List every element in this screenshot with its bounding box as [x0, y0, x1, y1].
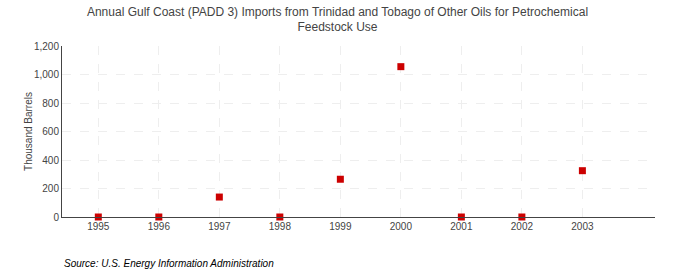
svg-text:1999: 1999: [329, 221, 352, 232]
svg-text:1997: 1997: [208, 221, 231, 232]
svg-text:2003: 2003: [571, 221, 594, 232]
svg-text:600: 600: [42, 126, 59, 137]
svg-text:2001: 2001: [450, 221, 473, 232]
svg-text:800: 800: [42, 98, 59, 109]
svg-text:2002: 2002: [511, 221, 534, 232]
svg-text:1998: 1998: [269, 221, 292, 232]
svg-text:1,000: 1,000: [34, 69, 59, 80]
svg-text:1,200: 1,200: [34, 41, 59, 52]
svg-text:200: 200: [42, 183, 59, 194]
svg-text:Source: U.S. Energy Informatio: Source: U.S. Energy Information Administ…: [64, 258, 274, 269]
svg-text:1995: 1995: [87, 221, 110, 232]
svg-text:2000: 2000: [390, 221, 413, 232]
svg-text:Thousand Barrels: Thousand Barrels: [23, 92, 34, 171]
svg-text:0: 0: [53, 212, 59, 223]
svg-text:Annual Gulf Coast (PADD 3) Imp: Annual Gulf Coast (PADD 3) Imports from …: [87, 5, 588, 35]
svg-text:400: 400: [42, 155, 59, 166]
svg-text:1996: 1996: [148, 221, 171, 232]
